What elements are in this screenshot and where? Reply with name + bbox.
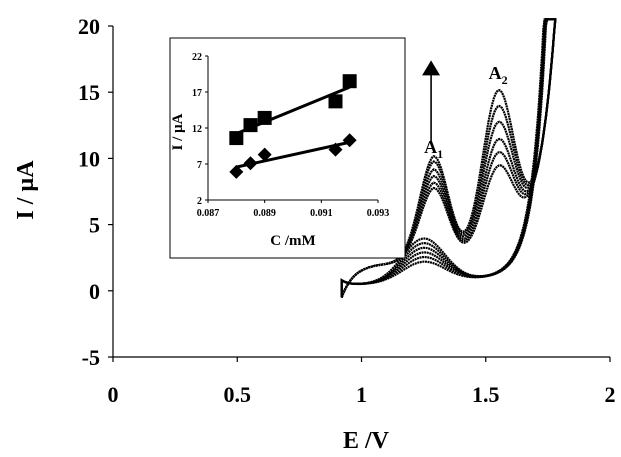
- inset-x-axis-label: C /mM: [270, 233, 315, 249]
- peak-label-a1: A1: [424, 137, 443, 161]
- inset-square-point: [328, 94, 343, 109]
- inset-diamond-point: [257, 147, 272, 162]
- x-tick-label: 2: [605, 382, 616, 407]
- inset-diamond-point: [243, 156, 258, 171]
- inset-y-axis-label: I / µA: [170, 113, 186, 150]
- y-axis-label: I / µA: [13, 160, 39, 220]
- y-tick-label: 10: [78, 146, 100, 171]
- inset-square-point: [229, 131, 244, 146]
- y-tick-label: -5: [82, 345, 100, 370]
- inset-frame: [169, 37, 406, 259]
- y-tick-label: 20: [78, 14, 100, 39]
- x-tick-label: 0.5: [224, 382, 252, 407]
- inset-square-point: [342, 74, 357, 89]
- x-tick-label: 0: [108, 382, 119, 407]
- x-axis-label: E /V: [343, 428, 390, 454]
- peak-label-a2: A2: [489, 63, 508, 87]
- inset-x-tick-label: 0.093: [367, 208, 390, 219]
- inset-x-tick-label: 0.087: [197, 208, 220, 219]
- arrow-up-icon: [422, 60, 441, 76]
- y-tick-label: 0: [89, 279, 100, 304]
- main-plot: -5 0 5 10 15 20 0 0.5 1 1.5 2 A1 A2 E /V I / µA: [13, 14, 616, 454]
- inset-square-point: [243, 118, 258, 133]
- x-tick-label: 1: [356, 382, 367, 407]
- inset-diamond-point: [342, 133, 357, 148]
- inset-y-tick-label: 22: [192, 52, 202, 63]
- inset-y-tick-label: 7: [197, 160, 202, 171]
- inset-square-point: [257, 110, 272, 125]
- inset-y-tick-label: 12: [192, 124, 202, 135]
- inset-x-tick-label: 0.089: [253, 208, 276, 219]
- y-tick-label: 15: [78, 80, 100, 105]
- inset-diamond-point: [229, 164, 244, 179]
- inset-diamond-point: [328, 142, 343, 157]
- inset-x-tick-label: 0.091: [310, 208, 333, 219]
- inset-plot: 2 7 12 17 22 0.087 0.089 0.091 0.093 C /mM I / µ…: [169, 37, 406, 259]
- y-tick-label: 5: [89, 213, 100, 238]
- inset-y-tick-label: 2: [197, 196, 202, 207]
- x-tick-label: 1.5: [472, 382, 500, 407]
- cv-curve: [340, 18, 557, 298]
- inset-y-tick-label: 17: [192, 88, 202, 99]
